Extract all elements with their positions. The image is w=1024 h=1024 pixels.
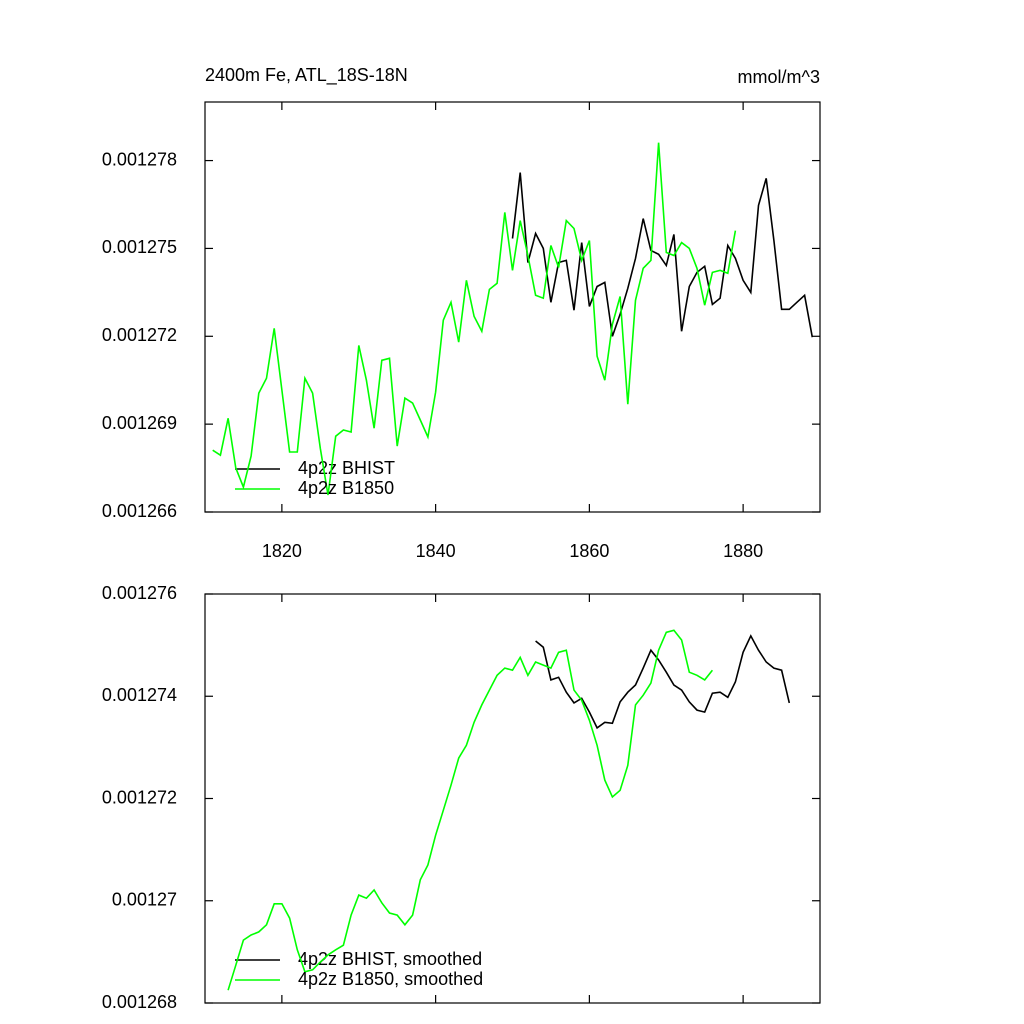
plot-frame xyxy=(204,593,821,1004)
y-tick-label: 0.001266 xyxy=(102,501,177,521)
y-tick-label: 0.001275 xyxy=(102,237,177,257)
x-tick-label: 1840 xyxy=(416,541,456,561)
x-tick-label: 1880 xyxy=(723,541,763,561)
data-line xyxy=(511,172,814,338)
data-line xyxy=(227,629,714,991)
y-tick-label: 0.001276 xyxy=(102,583,177,603)
data-line xyxy=(535,634,791,730)
y-tick-label: 0.001269 xyxy=(102,413,177,433)
data-line xyxy=(212,142,737,496)
y-tick-label: 0.00127 xyxy=(112,890,177,910)
legend-label: 4p2z BHIST xyxy=(298,458,395,478)
legend-label: 4p2z BHIST, smoothed xyxy=(298,949,482,969)
x-tick-label: 1820 xyxy=(262,541,302,561)
y-tick-label: 0.001272 xyxy=(102,787,177,807)
plot-frame xyxy=(204,101,821,513)
y-tick-label: 0.001268 xyxy=(102,992,177,1012)
y-tick-label: 0.001278 xyxy=(102,149,177,169)
x-tick-label: 1860 xyxy=(569,541,609,561)
y-tick-label: 0.001272 xyxy=(102,325,177,345)
legend-label: 4p2z B1850, smoothed xyxy=(298,969,483,989)
legend-label: 4p2z B1850 xyxy=(298,478,394,498)
units-label: mmol/m^3 xyxy=(738,67,820,87)
chart-title: 2400m Fe, ATL_18S-18N xyxy=(205,65,408,86)
y-tick-label: 0.001274 xyxy=(102,685,177,705)
